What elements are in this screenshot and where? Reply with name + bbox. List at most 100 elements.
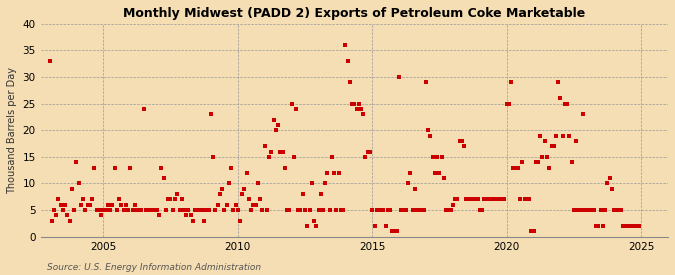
Point	[529, 229, 539, 233]
Point	[497, 197, 508, 202]
Point	[308, 219, 319, 223]
Point	[259, 144, 270, 148]
Point	[221, 203, 232, 207]
Point	[553, 80, 564, 85]
Point	[609, 208, 620, 212]
Point	[147, 208, 158, 212]
Point	[526, 229, 537, 233]
Point	[562, 101, 572, 106]
Point	[116, 203, 127, 207]
Point	[344, 80, 355, 85]
Point	[380, 224, 391, 228]
Point	[412, 208, 423, 212]
Point	[69, 208, 80, 212]
Point	[607, 187, 618, 191]
Point	[268, 117, 279, 122]
Point	[271, 128, 281, 133]
Point	[208, 155, 219, 159]
Point	[578, 112, 589, 117]
Point	[159, 176, 169, 180]
Point	[96, 213, 107, 218]
Point	[342, 59, 353, 63]
Point	[585, 208, 595, 212]
Point	[423, 128, 434, 133]
Point	[154, 213, 165, 218]
Point	[548, 144, 559, 148]
Point	[199, 219, 210, 223]
Point	[627, 224, 638, 228]
Point	[196, 208, 207, 212]
Point	[302, 224, 313, 228]
Point	[522, 197, 533, 202]
Point	[414, 208, 425, 212]
Point	[602, 181, 613, 186]
Point	[223, 181, 234, 186]
Point	[82, 203, 93, 207]
Point	[351, 107, 362, 111]
Point	[212, 203, 223, 207]
Point	[179, 208, 190, 212]
Point	[120, 203, 131, 207]
Point	[257, 208, 268, 212]
Point	[143, 208, 154, 212]
Point	[167, 208, 178, 212]
Point	[80, 208, 90, 212]
Point	[439, 176, 450, 180]
Point	[109, 165, 120, 170]
Point	[441, 208, 452, 212]
Point	[512, 165, 523, 170]
Point	[568, 208, 579, 212]
Point	[470, 197, 481, 202]
Point	[418, 208, 429, 212]
Point	[611, 208, 622, 212]
Point	[244, 197, 254, 202]
Point	[362, 149, 373, 154]
Point	[427, 155, 438, 159]
Point	[186, 213, 196, 218]
Point	[107, 203, 117, 207]
Point	[499, 197, 510, 202]
Point	[531, 160, 541, 164]
Point	[519, 197, 530, 202]
Point	[327, 155, 338, 159]
Point	[425, 133, 436, 138]
Point	[495, 197, 506, 202]
Point	[587, 208, 597, 212]
Point	[329, 171, 340, 175]
Point	[629, 224, 640, 228]
Point	[591, 224, 601, 228]
Point	[291, 107, 302, 111]
Point	[376, 208, 387, 212]
Point	[298, 192, 308, 196]
Point	[517, 160, 528, 164]
Point	[190, 208, 200, 212]
Point	[475, 208, 485, 212]
Point	[631, 224, 642, 228]
Point	[446, 208, 456, 212]
Point	[293, 208, 304, 212]
Point	[456, 139, 467, 143]
Point	[215, 192, 225, 196]
Point	[310, 224, 321, 228]
Point	[387, 229, 398, 233]
Point	[360, 155, 371, 159]
Point	[67, 187, 78, 191]
Point	[506, 80, 516, 85]
Point	[64, 219, 75, 223]
Point	[250, 203, 261, 207]
Point	[324, 208, 335, 212]
Point	[206, 112, 217, 117]
Point	[230, 203, 241, 207]
Point	[358, 112, 369, 117]
Point	[396, 208, 407, 212]
Point	[373, 208, 384, 212]
Y-axis label: Thousand Barrels per Day: Thousand Barrels per Day	[7, 67, 17, 194]
Point	[333, 171, 344, 175]
Point	[284, 208, 295, 212]
Point	[71, 160, 82, 164]
Point	[84, 203, 95, 207]
Point	[136, 208, 146, 212]
Point	[74, 181, 84, 186]
Point	[176, 197, 187, 202]
Point	[371, 208, 382, 212]
